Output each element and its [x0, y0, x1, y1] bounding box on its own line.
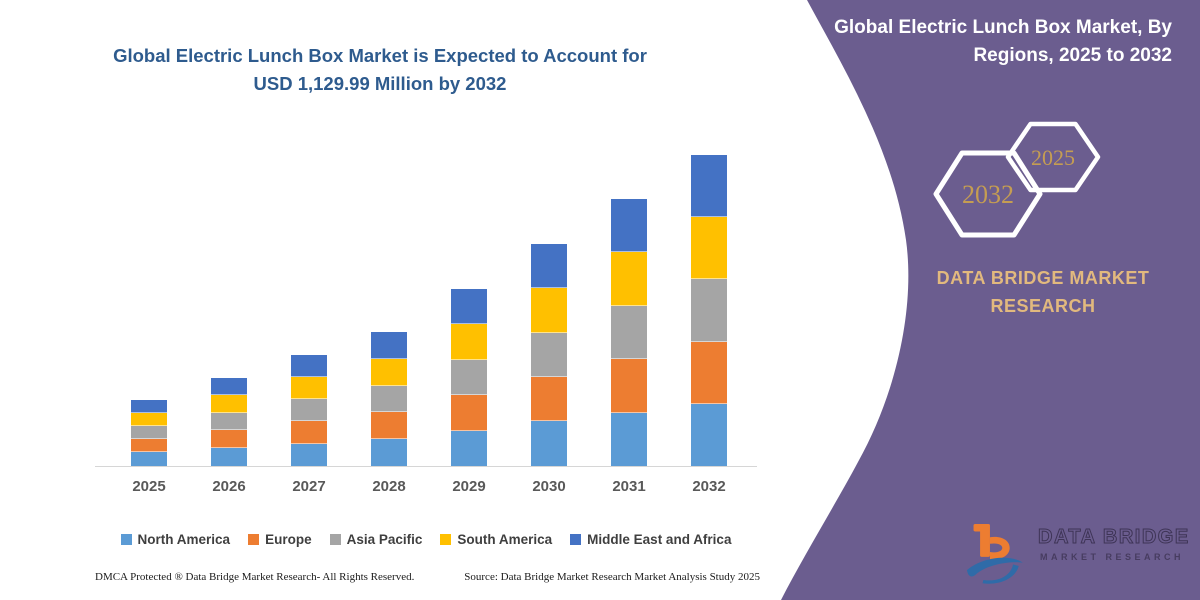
hexagon-2025 [1005, 121, 1101, 193]
segment-2032-south-america [691, 217, 727, 280]
segment-2029-europe [451, 395, 487, 431]
footer-dmca-text: DMCA Protected ® Data Bridge Market Rese… [95, 571, 415, 583]
chart-title: Global Electric Lunch Box Market is Expe… [70, 42, 690, 98]
segment-2026-europe [211, 430, 247, 448]
bar-2031 [611, 199, 647, 466]
bar-2028 [371, 331, 407, 466]
legend-item-asia-pacific: Asia Pacific [329, 532, 423, 547]
hexagon-back-year-label: 2032 [962, 180, 1014, 209]
x-axis-label-2032: 2032 [692, 478, 726, 495]
segment-2028-south-america [371, 358, 407, 386]
segment-2031-middle-east-and-africa [611, 199, 647, 253]
brand-title: DATA BRIDGE MARKET RESEARCH [918, 265, 1168, 321]
segment-2032-north-america [691, 403, 727, 466]
bars-container [95, 150, 757, 466]
segment-2027-north-america [291, 443, 327, 466]
x-axis-label-2026: 2026 [212, 478, 246, 495]
segment-2028-north-america [371, 439, 407, 466]
footer: DMCA Protected ® Data Bridge Market Rese… [95, 571, 760, 583]
dbmr-logo-wordmark: DATA BRIDGE [1038, 526, 1190, 549]
legend-label-europe: Europe [265, 532, 312, 547]
segment-2031-south-america [611, 252, 647, 306]
legend-item-middle-east-and-africa: Middle East and Africa [570, 532, 731, 547]
legend-swatch-europe [248, 534, 260, 545]
segment-2026-north-america [211, 447, 247, 466]
legend-item-north-america: North America [120, 532, 231, 547]
footer-source-text: Source: Data Bridge Market Research Mark… [464, 571, 760, 583]
chart-legend: North America Europe Asia Pacific South Ame… [85, 532, 767, 547]
x-axis-label-2030: 2030 [532, 478, 566, 495]
segment-2030-europe [531, 377, 567, 422]
panel-title-line2: Regions, 2025 to 2032 [973, 44, 1172, 66]
x-axis-label-2027: 2027 [292, 478, 326, 495]
x-axis-label-2028: 2028 [372, 478, 406, 495]
legend-swatch-asia-pacific [329, 534, 341, 545]
chart-plot-area: 2025 2026 2027 2028 2029 2030 2031 2032 [95, 150, 757, 520]
segment-2030-asia-pacific [531, 332, 567, 378]
segment-2030-middle-east-and-africa [531, 243, 567, 289]
bar-2030 [531, 243, 567, 466]
chart-title-line1: Global Electric Lunch Box Market is Expe… [113, 45, 647, 66]
legend-item-europe: Europe [248, 532, 312, 547]
segment-2025-north-america [131, 452, 167, 466]
brand-title-line2: RESEARCH [990, 295, 1096, 316]
segment-2027-middle-east-and-africa [291, 355, 327, 378]
segment-2028-europe [371, 412, 407, 439]
segment-2029-asia-pacific [451, 359, 487, 395]
hexagon-badges: 2032 2025 [933, 121, 1101, 238]
bar-2026 [211, 378, 247, 466]
segment-2029-middle-east-and-africa [451, 289, 487, 325]
segment-2027-south-america [291, 377, 327, 400]
dbmr-logo: DATA BRIDGE MARKET RESEARCH [962, 512, 1190, 592]
chart-title-line2: USD 1,129.99 Million by 2032 [253, 72, 507, 94]
segment-2030-south-america [531, 288, 567, 333]
legend-item-south-america: South America [440, 532, 552, 547]
segment-2027-asia-pacific [291, 399, 327, 422]
legend-label-asia-pacific: Asia Pacific [346, 532, 423, 547]
bar-2029 [451, 289, 487, 466]
bar-2025 [131, 400, 167, 466]
x-axis-label-2025: 2025 [132, 478, 166, 495]
legend-swatch-middle-east-and-africa [570, 534, 582, 545]
x-axis-line [95, 466, 757, 467]
segment-2032-europe [691, 341, 727, 404]
dbmr-logo-tagline: MARKET RESEARCH [1040, 552, 1185, 562]
segment-2031-north-america [611, 412, 647, 466]
segment-2025-south-america [131, 412, 167, 427]
segment-2032-asia-pacific [691, 279, 727, 342]
segment-2029-south-america [451, 324, 487, 360]
segment-2029-north-america [451, 430, 487, 466]
legend-swatch-north-america [120, 534, 132, 545]
dbmr-logo-icon [966, 524, 1023, 584]
hexagon-front-year-label: 2025 [1031, 145, 1075, 170]
segment-2032-middle-east-and-africa [691, 155, 727, 218]
panel-title: Global Electric Lunch Box Market, By Reg… [772, 14, 1172, 69]
legend-label-middle-east-and-africa: Middle East and Africa [587, 532, 732, 547]
segment-2030-north-america [531, 421, 567, 466]
segment-2027-europe [291, 421, 327, 444]
segment-2026-south-america [211, 395, 247, 413]
segment-2031-asia-pacific [611, 305, 647, 360]
x-axis-labels: 2025 2026 2027 2028 2029 2030 2031 2032 [95, 478, 757, 500]
segment-2031-europe [611, 359, 647, 413]
legend-label-north-america: North America [137, 532, 231, 547]
x-axis-label-2031: 2031 [612, 478, 646, 495]
segment-2028-middle-east-and-africa [371, 331, 407, 359]
segment-2026-middle-east-and-africa [211, 378, 247, 396]
brand-title-line1: DATA BRIDGE MARKET [936, 268, 1150, 288]
x-axis-label-2029: 2029 [452, 478, 486, 495]
segment-2026-asia-pacific [211, 412, 247, 431]
segment-2028-asia-pacific [371, 385, 407, 413]
segment-2025-europe [131, 439, 167, 453]
legend-swatch-south-america [440, 534, 452, 545]
bar-2027 [291, 355, 327, 466]
panel-title-line1: Global Electric Lunch Box Market, By [834, 17, 1172, 38]
legend-label-south-america: South America [457, 532, 553, 547]
segment-2025-asia-pacific [131, 426, 167, 440]
hexagon-2032 [933, 150, 1043, 238]
segment-2025-middle-east-and-africa [131, 400, 167, 413]
bar-2032 [691, 155, 727, 466]
